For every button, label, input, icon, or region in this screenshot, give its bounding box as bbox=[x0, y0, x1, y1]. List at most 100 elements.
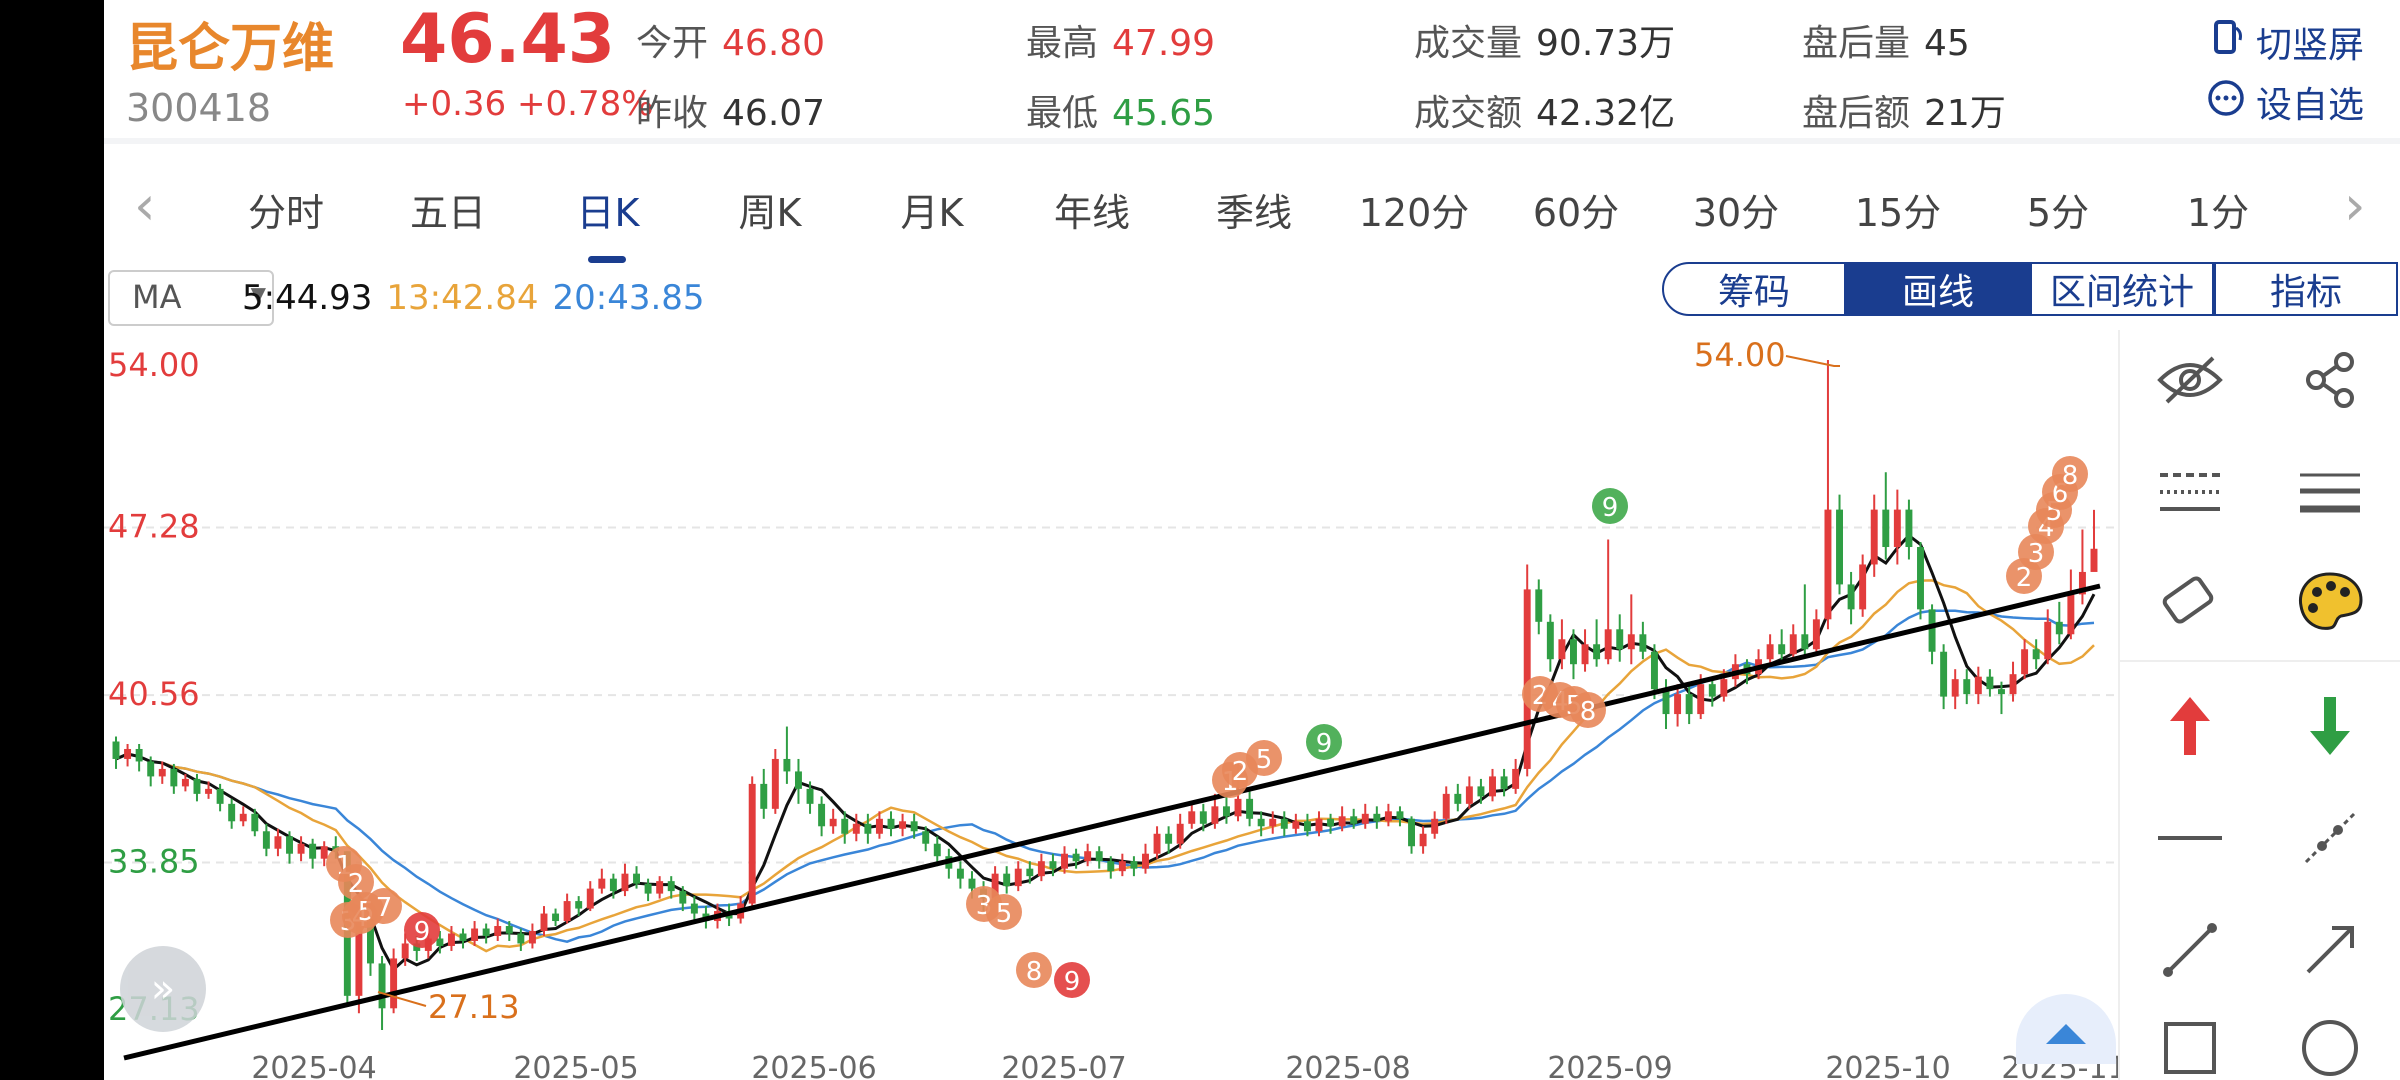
candle-body bbox=[1963, 679, 1971, 695]
candle-body bbox=[1454, 793, 1462, 804]
kline-chart[interactable]: 54.0047.2840.5633.8527.13123457935891259… bbox=[104, 330, 2118, 1080]
candle-body bbox=[1951, 679, 1959, 697]
tab-period[interactable]: 月K bbox=[900, 191, 964, 235]
tab-period[interactable]: 五日 bbox=[409, 191, 487, 235]
quote-value: 47.99 bbox=[1112, 23, 1216, 64]
quote-label: 盘后量 bbox=[1802, 23, 1911, 64]
segment-button[interactable]: 指标 bbox=[2214, 262, 2398, 316]
segment-button[interactable]: 区间统计 bbox=[2030, 262, 2214, 316]
tab-prev-icon[interactable]: ‹ bbox=[134, 174, 156, 237]
candle-body bbox=[401, 943, 409, 959]
circle-button[interactable] bbox=[2270, 998, 2390, 1080]
candle-body bbox=[1893, 509, 1901, 548]
color-palette-button[interactable] bbox=[2270, 552, 2390, 652]
signal-marker-label: 3 bbox=[2028, 539, 2045, 569]
signal-marker bbox=[404, 912, 440, 948]
tab-period[interactable]: 分时 bbox=[247, 191, 325, 235]
signal-marker-label: 2 bbox=[348, 869, 365, 899]
tab-period[interactable]: 5分 bbox=[2026, 191, 2090, 235]
candle-body bbox=[1107, 861, 1115, 872]
dashed-lines-button[interactable] bbox=[2130, 442, 2250, 542]
quote-value: 42.32亿 bbox=[1536, 93, 1676, 134]
up-arrow-button[interactable] bbox=[2130, 676, 2250, 776]
segment-button[interactable]: 筹码 bbox=[1662, 262, 1846, 316]
tab-period[interactable]: 30分 bbox=[1692, 191, 1780, 235]
switch-portrait-label: 切竖屏 bbox=[2256, 25, 2365, 66]
candle-body bbox=[2055, 621, 2063, 635]
expand-float-button[interactable]: » bbox=[120, 946, 206, 1032]
candle-body bbox=[1812, 619, 1820, 650]
hide-drawings-button[interactable] bbox=[2130, 330, 2250, 430]
quote-item: 最高 47.99 bbox=[1026, 14, 1215, 66]
quote-label: 最低 bbox=[1026, 93, 1099, 134]
arrow-down-green-icon bbox=[2310, 697, 2350, 755]
candle-body bbox=[1500, 776, 1508, 789]
candle-body bbox=[251, 813, 259, 832]
candle-body bbox=[505, 926, 513, 934]
signal-marker bbox=[1246, 740, 1282, 776]
candle-body bbox=[112, 741, 120, 759]
tab-period[interactable]: 日K bbox=[576, 191, 640, 235]
candle-body bbox=[1778, 644, 1786, 655]
tab-period[interactable]: 15分 bbox=[1854, 191, 1942, 235]
rotate-phone-icon bbox=[2206, 18, 2246, 67]
quote-item: 昨收 46.07 bbox=[636, 84, 825, 136]
horizontal-line-button[interactable] bbox=[2130, 788, 2250, 888]
add-watchlist-button[interactable]: 设自选 bbox=[2206, 76, 2364, 128]
tab-period[interactable]: 60分 bbox=[1532, 191, 1620, 235]
candle-body bbox=[1246, 798, 1254, 819]
candle-body bbox=[239, 813, 247, 822]
line-weight-button[interactable] bbox=[2270, 442, 2390, 542]
toolbar-divider bbox=[2120, 660, 2400, 662]
candle-body bbox=[1674, 694, 1682, 715]
candle-body bbox=[1546, 621, 1554, 660]
candle-body bbox=[1176, 823, 1184, 844]
candle-body bbox=[644, 883, 652, 894]
double-chevron-right-icon: » bbox=[150, 966, 176, 1012]
signal-marker bbox=[1016, 952, 1052, 988]
candle-body bbox=[864, 823, 872, 834]
candle-body bbox=[1338, 816, 1346, 827]
line-segment-button[interactable] bbox=[2130, 900, 2250, 1000]
tab-period[interactable]: 周K bbox=[738, 191, 802, 235]
quote-label: 盘后额 bbox=[1802, 93, 1911, 134]
indicator-select[interactable]: MA ▼ bbox=[108, 270, 274, 326]
candle-body bbox=[1303, 821, 1311, 832]
switch-portrait-button[interactable]: 切竖屏 bbox=[2206, 16, 2364, 68]
candle-body bbox=[667, 881, 675, 892]
quote-item: 盘后额 21万 bbox=[1802, 84, 2006, 136]
candle-body bbox=[1697, 684, 1705, 715]
candle-body bbox=[147, 761, 155, 777]
dotted-ray-icon bbox=[2304, 812, 2356, 864]
eraser-button[interactable] bbox=[2130, 552, 2250, 652]
arrow-line-button[interactable] bbox=[2270, 900, 2390, 1000]
chevron-down-icon: ▼ bbox=[250, 282, 266, 306]
add-watchlist-label: 设自选 bbox=[2256, 85, 2365, 126]
candle-body bbox=[783, 758, 791, 772]
segment-button[interactable]: 画线 bbox=[1846, 262, 2030, 316]
candle-body bbox=[1836, 509, 1843, 585]
tab-period[interactable]: 120分 bbox=[1358, 191, 1470, 235]
candle-body bbox=[1986, 676, 1994, 690]
candle-body bbox=[1049, 861, 1057, 869]
share-button[interactable] bbox=[2270, 330, 2390, 430]
stock-code: 300418 bbox=[126, 86, 272, 130]
down-arrow-button[interactable] bbox=[2270, 676, 2390, 776]
candle-body bbox=[1072, 853, 1080, 862]
signal-marker bbox=[1570, 692, 1606, 728]
tab-period[interactable]: 1分 bbox=[2186, 191, 2250, 235]
ma13-line bbox=[115, 579, 2095, 953]
candle-body bbox=[471, 928, 479, 941]
tab-period[interactable]: 季线 bbox=[1215, 191, 1293, 235]
scroll-up-button[interactable] bbox=[2016, 994, 2116, 1064]
rectangle-button[interactable] bbox=[2130, 998, 2250, 1080]
candle-body bbox=[1118, 861, 1126, 872]
tab-next-icon[interactable]: › bbox=[2344, 174, 2366, 237]
candle-body bbox=[910, 821, 918, 832]
candle-body bbox=[124, 748, 132, 759]
candle-body bbox=[1442, 793, 1450, 819]
candle-body bbox=[2067, 594, 2075, 635]
dotted-ray-button[interactable] bbox=[2270, 788, 2390, 888]
current-price: 46.43 bbox=[400, 0, 616, 79]
tab-period[interactable]: 年线 bbox=[1053, 191, 1131, 235]
